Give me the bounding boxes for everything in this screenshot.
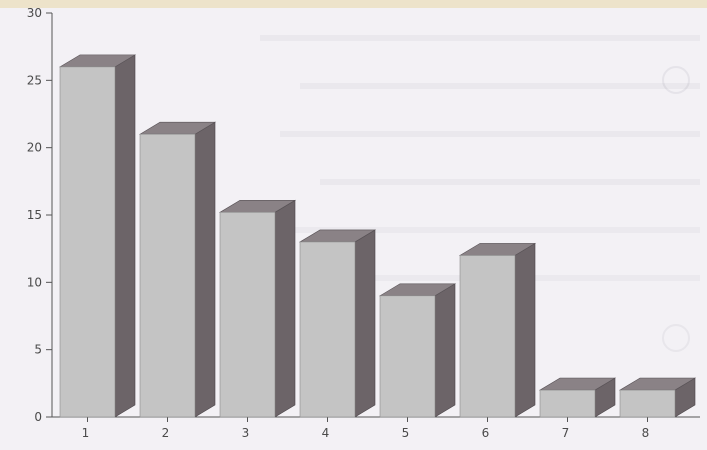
x-tick-label: 5 (402, 426, 410, 440)
y-tick-label: 25 (27, 73, 42, 87)
bar (538, 377, 617, 418)
bars-layer (58, 54, 697, 418)
bar-front (299, 241, 356, 418)
bar-front (219, 212, 276, 418)
bar (378, 283, 457, 418)
bar-front (539, 389, 596, 418)
bar-side (114, 54, 136, 418)
y-tick-label: 30 (27, 6, 42, 20)
x-tick-label: 6 (482, 426, 490, 440)
bar-front (619, 389, 676, 418)
x-tick-label: 2 (162, 426, 170, 440)
x-tick-label: 7 (562, 426, 570, 440)
bar-side (434, 283, 456, 418)
bar-side (274, 199, 296, 418)
x-tick-label: 3 (242, 426, 250, 440)
bar-front (459, 255, 516, 418)
bar (218, 199, 297, 418)
y-tick-label: 0 (34, 410, 42, 424)
bar-side (514, 242, 536, 418)
bar (458, 242, 537, 418)
bar-side (354, 229, 376, 418)
bar-front (139, 133, 196, 418)
y-tick-label: 15 (27, 208, 42, 222)
bar (618, 377, 697, 418)
bar (138, 121, 217, 418)
bar (298, 229, 377, 418)
bar (58, 54, 137, 418)
x-tick-label: 8 (642, 426, 650, 440)
y-tick-label: 10 (27, 275, 42, 289)
y-tick-label: 5 (34, 343, 42, 357)
bar-front (59, 66, 116, 418)
x-tick-label: 1 (82, 426, 90, 440)
bar-front (379, 295, 436, 418)
x-tick-label: 4 (322, 426, 330, 440)
y-tick-label: 20 (27, 141, 42, 155)
bar-side (194, 121, 216, 418)
